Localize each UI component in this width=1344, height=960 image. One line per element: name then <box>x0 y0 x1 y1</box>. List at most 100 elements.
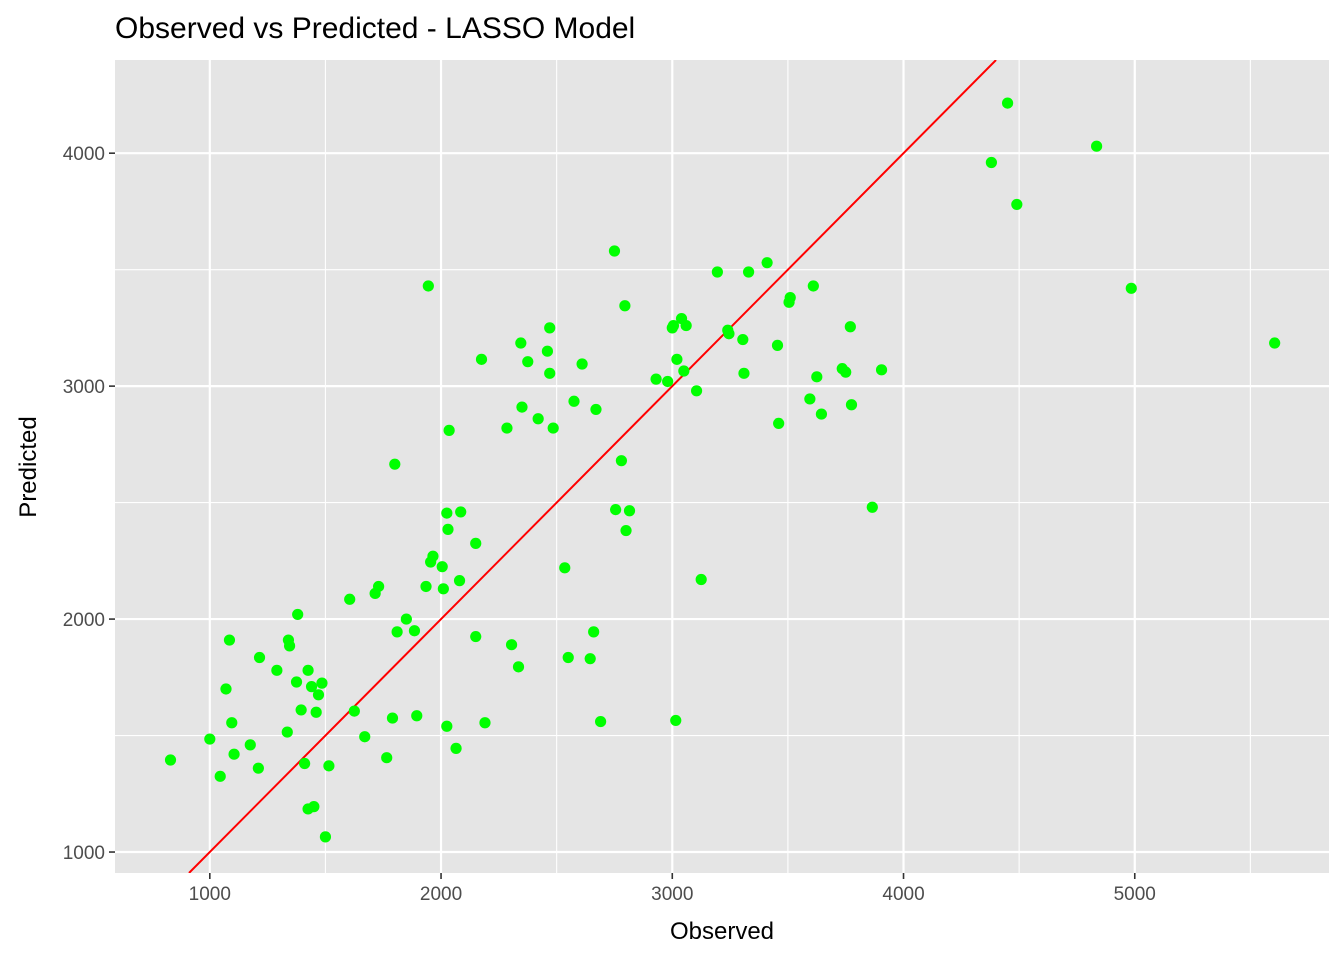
x-tick-label: 1000 <box>189 884 231 905</box>
x-tick-label: 2000 <box>420 884 462 905</box>
data-point <box>290 676 303 688</box>
data-point <box>985 156 997 169</box>
data-point <box>408 625 421 637</box>
data-point <box>223 634 236 646</box>
data-point <box>253 651 266 664</box>
data-point <box>541 345 554 357</box>
x-tick-label: 4000 <box>882 884 924 905</box>
data-point <box>844 321 856 333</box>
data-point <box>532 413 544 425</box>
minor-gridlines <box>115 60 1329 873</box>
reference-line <box>188 60 997 873</box>
data-point <box>737 333 749 346</box>
data-point <box>470 630 482 643</box>
data-point <box>295 704 307 716</box>
data-point <box>804 393 816 405</box>
data-point <box>427 550 439 562</box>
data-point <box>305 681 318 693</box>
y-tick-label: 3000 <box>63 377 105 398</box>
plot-panel <box>115 60 1329 873</box>
data-point <box>312 689 325 701</box>
data-point <box>723 328 735 340</box>
data-point <box>283 640 296 652</box>
data-point <box>784 292 796 304</box>
data-point <box>512 661 525 673</box>
data-point <box>441 507 453 519</box>
x-axis-title: Observed <box>670 918 774 945</box>
data-point <box>391 626 403 638</box>
y-tick-label: 2000 <box>63 610 105 631</box>
data-point <box>411 710 423 722</box>
data-point <box>811 371 823 383</box>
data-point <box>299 757 311 770</box>
data-point <box>373 580 385 593</box>
data-point <box>479 717 491 729</box>
data-point <box>840 366 852 378</box>
data-point <box>501 422 513 434</box>
data-point <box>359 731 371 743</box>
data-point <box>271 664 283 676</box>
data-point <box>662 375 674 388</box>
y-tick-label: 4000 <box>63 144 105 165</box>
data-point <box>214 770 226 782</box>
data-point <box>615 455 628 467</box>
data-point <box>348 705 360 717</box>
data-point <box>875 364 888 376</box>
plot-content <box>164 60 1281 873</box>
data-point <box>292 608 304 621</box>
data-point <box>773 417 785 430</box>
data-point <box>323 760 335 772</box>
data-point <box>544 367 556 379</box>
major-gridlines <box>115 60 1329 873</box>
data-point <box>244 739 256 751</box>
data-point <box>608 245 621 257</box>
data-point <box>671 353 683 365</box>
data-point <box>623 505 636 517</box>
data-point <box>344 593 356 605</box>
data-point <box>815 408 828 420</box>
data-point <box>516 401 528 413</box>
data-point <box>475 353 488 365</box>
y-tick-label: 1000 <box>63 843 105 864</box>
data-point <box>422 280 434 292</box>
data-point <box>420 580 432 593</box>
data-point <box>807 280 819 292</box>
data-points <box>164 97 1281 843</box>
data-point <box>761 257 773 269</box>
data-point <box>711 266 723 278</box>
data-point <box>742 266 755 278</box>
data-point <box>588 626 600 638</box>
data-point <box>771 339 784 351</box>
data-point <box>667 319 680 332</box>
data-point <box>386 712 399 724</box>
data-point <box>1125 282 1137 294</box>
data-point <box>164 754 177 766</box>
data-point <box>220 683 232 695</box>
data-point <box>400 613 412 625</box>
data-point <box>650 373 662 385</box>
data-point <box>590 403 602 416</box>
data-point <box>381 752 393 764</box>
data-point <box>690 385 703 397</box>
data-point <box>680 319 692 332</box>
data-point <box>470 537 482 549</box>
data-point <box>436 561 448 573</box>
data-point <box>1001 97 1014 109</box>
data-point <box>1011 198 1023 211</box>
data-point <box>522 356 534 368</box>
data-point <box>576 358 588 370</box>
data-point <box>228 748 240 760</box>
data-point <box>670 714 682 727</box>
data-point <box>316 677 328 689</box>
data-point <box>845 399 858 411</box>
data-point <box>544 322 556 334</box>
data-point <box>308 801 320 813</box>
data-point <box>204 733 216 745</box>
y-axis-title: Predicted <box>15 416 42 517</box>
data-point <box>443 424 455 436</box>
data-point <box>866 501 878 513</box>
data-point <box>310 706 322 718</box>
data-point <box>455 506 467 518</box>
data-point <box>547 422 559 434</box>
